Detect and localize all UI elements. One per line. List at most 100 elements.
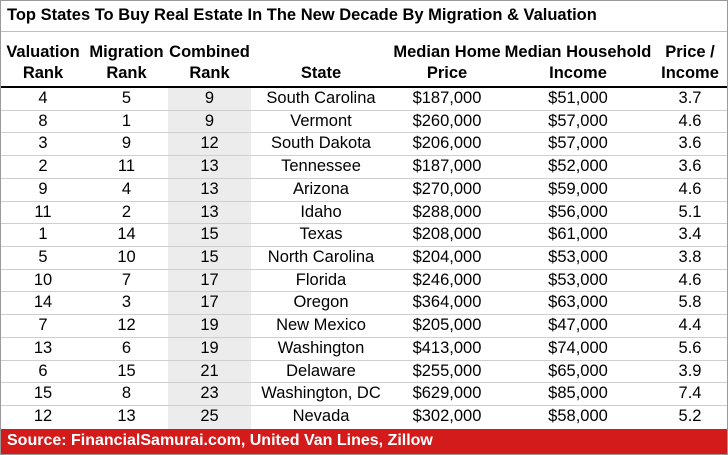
cell-price-income-ratio: 4.6 <box>678 111 702 130</box>
header-valuation-rank: Valuation Rank <box>1 42 85 86</box>
cell-combined-rank: 9 <box>204 111 215 130</box>
cell-migration-rank: 3 <box>121 293 132 312</box>
header-median-home-price: Median Home Price <box>391 42 503 86</box>
header-state: State <box>251 42 391 86</box>
cell-median-household-income: $53,000 <box>548 248 608 267</box>
cell-median-home-price: $288,000 <box>412 202 482 221</box>
cell-state: Florida <box>295 270 347 289</box>
table-row: 8 1 9 Vermont $260,000 $57,000 4.6 <box>1 111 727 134</box>
cell-state: Texas <box>299 225 343 244</box>
cell-combined-rank: 17 <box>200 270 219 289</box>
cell-valuation-rank: 11 <box>34 202 52 221</box>
cell-price-income-ratio: 3.6 <box>678 157 702 176</box>
cell-median-household-income: $47,000 <box>548 316 608 335</box>
header-valuation-rank-line2: Rank <box>22 64 64 82</box>
cell-median-household-income: $52,000 <box>548 157 608 176</box>
table-row: 11 2 13 Idaho $288,000 $56,000 5.1 <box>1 202 727 225</box>
cell-median-home-price: $204,000 <box>412 248 482 267</box>
table-row: 15 8 23 Washington, DC $629,000 $85,000 7.4 <box>1 383 727 407</box>
table-row: 5 10 15 North Carolina $204,000 $53,000 3.8 <box>1 247 727 270</box>
cell-median-home-price: $187,000 <box>412 157 482 176</box>
cell-migration-rank: 11 <box>117 157 136 176</box>
cell-migration-rank: 14 <box>117 225 136 244</box>
table-row: 2 11 13 Tennessee $187,000 $52,000 3.6 <box>1 156 727 179</box>
cell-state: South Carolina <box>266 89 376 107</box>
cell-median-household-income: $57,000 <box>548 111 608 130</box>
cell-price-income-ratio: 4.4 <box>678 316 702 335</box>
header-divider <box>1 86 727 88</box>
cell-median-home-price: $260,000 <box>412 111 482 130</box>
cell-median-household-income: $74,000 <box>548 338 608 357</box>
cell-median-household-income: $59,000 <box>548 179 608 198</box>
combined-rank-column-highlight <box>168 88 251 429</box>
cell-state: Nevada <box>292 407 350 426</box>
cell-combined-rank: 25 <box>200 407 219 426</box>
cell-state: Delaware <box>286 361 356 380</box>
cell-valuation-rank: 4 <box>38 89 48 107</box>
header-price-income: Price / Income <box>653 42 727 86</box>
cell-state: Oregon <box>293 293 349 312</box>
cell-migration-rank: 8 <box>121 384 132 403</box>
cell-state: Tennessee <box>281 157 361 176</box>
table-row: 4 5 9 South Carolina $187,000 $51,000 3.7 <box>1 88 727 111</box>
cell-valuation-rank: 14 <box>33 293 53 312</box>
cell-median-home-price: $246,000 <box>412 270 482 289</box>
cell-price-income-ratio: 3.8 <box>678 248 702 267</box>
header-median-home-price-line1: Median Home <box>393 43 501 61</box>
cell-price-income-ratio: 7.4 <box>678 384 702 403</box>
cell-migration-rank: 10 <box>117 248 136 267</box>
cell-valuation-rank: 7 <box>38 316 48 335</box>
cell-migration-rank: 15 <box>117 361 136 380</box>
cell-state: Vermont <box>290 111 352 130</box>
cell-combined-rank: 13 <box>200 157 219 176</box>
cell-valuation-rank: 12 <box>33 407 53 426</box>
cell-valuation-rank: 15 <box>33 384 53 403</box>
cell-price-income-ratio: 5.1 <box>678 202 702 221</box>
cell-price-income-ratio: 4.6 <box>678 179 702 198</box>
cell-state: North Carolina <box>267 248 375 267</box>
cell-price-income-ratio: 4.6 <box>678 270 702 289</box>
cell-price-income-ratio: 3.7 <box>678 89 702 107</box>
cell-median-home-price: $270,000 <box>412 179 482 198</box>
header-price-income-line1: Price / <box>665 43 715 61</box>
source-text: Source: FinancialSamurai.com, United Van… <box>7 432 433 449</box>
header-migration-rank-line2: Rank <box>106 64 147 82</box>
header-state-line2: State <box>300 64 342 82</box>
cell-combined-rank: 19 <box>200 338 219 357</box>
cell-valuation-rank: 2 <box>38 157 48 176</box>
cell-median-home-price: $302,000 <box>412 407 482 426</box>
header-median-home-price-line2: Price <box>426 64 468 82</box>
cell-median-household-income: $61,000 <box>548 225 608 244</box>
cell-state: Idaho <box>300 202 342 221</box>
cell-valuation-rank: 10 <box>33 270 53 289</box>
table-row: 1 14 15 Texas $208,000 $61,000 3.4 <box>1 224 727 248</box>
header-valuation-rank-line1: Valuation <box>6 43 80 61</box>
table-row: 7 12 19 New Mexico $205,000 $47,000 4.4 <box>1 315 727 338</box>
table-row: 10 7 17 Florida $246,000 $53,000 4.6 <box>1 270 727 293</box>
header-state-line1 <box>251 42 391 63</box>
cell-median-household-income: $85,000 <box>548 384 608 403</box>
cell-state: New Mexico <box>276 316 366 335</box>
cell-valuation-rank: 6 <box>38 361 48 380</box>
cell-valuation-rank: 8 <box>38 111 48 130</box>
table-row: 14 3 17 Oregon $364,000 $63,000 5.8 <box>1 292 727 316</box>
cell-valuation-rank: 3 <box>38 134 48 153</box>
cell-combined-rank: 15 <box>200 248 219 267</box>
cell-median-home-price: $187,000 <box>412 89 482 107</box>
cell-median-household-income: $53,000 <box>548 270 608 289</box>
cell-valuation-rank: 13 <box>33 338 53 357</box>
cell-median-household-income: $51,000 <box>548 89 608 107</box>
table-row: 6 15 21 Delaware $255,000 $65,000 3.9 <box>1 361 727 384</box>
cell-valuation-rank: 5 <box>38 248 48 267</box>
header-combined-rank-line2: Rank <box>189 64 230 82</box>
cell-median-home-price: $364,000 <box>412 293 482 312</box>
title-divider <box>1 31 727 32</box>
header-combined-rank-line1: Combined <box>169 43 250 61</box>
cell-median-home-price: $206,000 <box>412 134 482 153</box>
cell-price-income-ratio: 5.2 <box>678 407 702 426</box>
cell-median-home-price: $413,000 <box>412 338 482 357</box>
cell-combined-rank: 12 <box>200 134 219 153</box>
cell-migration-rank: 6 <box>121 338 132 357</box>
cell-combined-rank: 21 <box>200 361 219 380</box>
header-migration-rank-line1: Migration <box>89 43 164 61</box>
